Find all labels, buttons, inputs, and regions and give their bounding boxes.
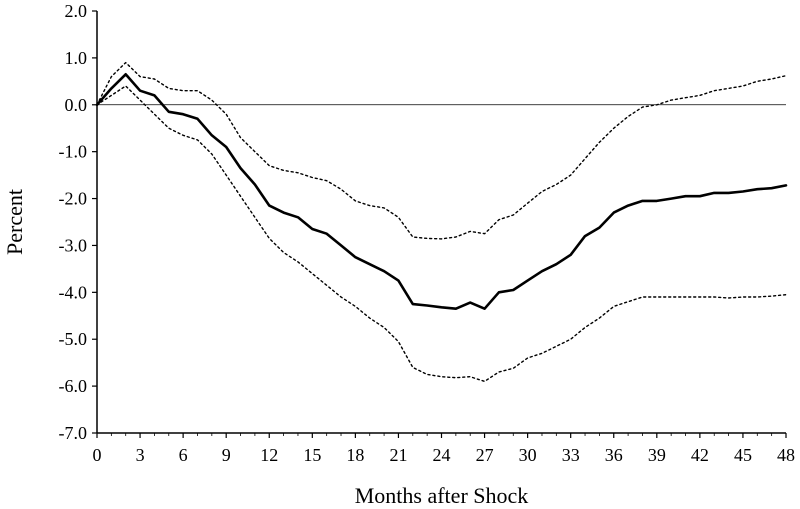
x-tick-label: 12	[260, 445, 278, 465]
series-line-dotted-2	[96, 85, 787, 383]
x-tick-label: 18	[346, 445, 364, 465]
x-tick-label: 3	[136, 445, 145, 465]
x-tick-label: 42	[691, 445, 709, 465]
y-tick-label: -3.0	[59, 235, 88, 255]
y-tick-label: -2.0	[59, 189, 88, 209]
y-tick-label: 1.0	[65, 48, 88, 68]
x-tick-label: 30	[519, 445, 537, 465]
y-tick-label: 0.0	[65, 95, 88, 115]
x-axis-label: Months after Shock	[355, 483, 529, 508]
y-axis: 2.0 1.0 0.0 -1.0 -2.0 -3.0 -4.0 -5.0 -6.0 -7.0	[59, 1, 97, 443]
x-tick-label: 15	[303, 445, 321, 465]
y-tick-label: -4.0	[59, 282, 88, 302]
x-tick-label: 48	[777, 445, 795, 465]
series-line-solid	[95, 73, 788, 311]
x-tick-label: 27	[476, 445, 494, 465]
x-tick-label: 9	[222, 445, 231, 465]
x-tick-label: 6	[179, 445, 188, 465]
plot-area	[96, 11, 786, 434]
y-tick-label: -1.0	[59, 142, 88, 162]
x-tick-label: 24	[433, 445, 451, 465]
series-line-dotted-1	[96, 61, 787, 240]
y-tick-label: -7.0	[59, 423, 88, 443]
x-tick-label: 45	[734, 445, 752, 465]
y-tick-label: -5.0	[59, 329, 88, 349]
y-tick-label: 2.0	[65, 1, 88, 21]
x-tick-label: 39	[648, 445, 666, 465]
x-tick-label: 21	[389, 445, 407, 465]
y-tick-label: -6.0	[59, 376, 88, 396]
x-axis: 0 3 6 9 12 15 18 21 24 27 30 33 36 39 42 45 48	[93, 433, 795, 465]
x-tick-label: 36	[605, 445, 623, 465]
x-tick-label: 0	[93, 445, 102, 465]
y-axis-label: Percent	[2, 189, 27, 255]
series-lines	[95, 61, 788, 383]
x-tick-label: 33	[562, 445, 580, 465]
